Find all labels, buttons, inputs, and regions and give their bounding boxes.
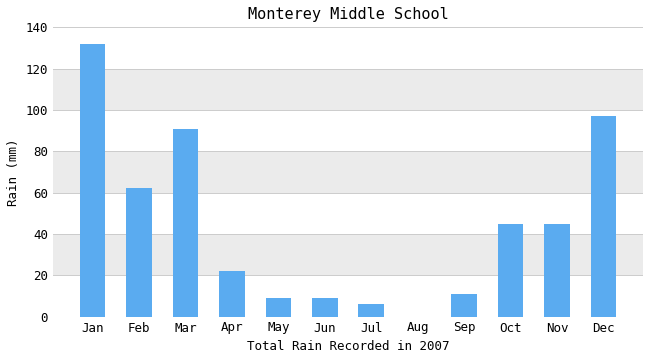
Bar bbox=[53, 69, 643, 110]
Bar bbox=[265, 298, 291, 317]
Bar bbox=[126, 189, 151, 317]
X-axis label: Total Rain Recorded in 2007: Total Rain Recorded in 2007 bbox=[247, 340, 449, 353]
Y-axis label: Rain (mm): Rain (mm) bbox=[7, 138, 20, 206]
Title: Monterey Middle School: Monterey Middle School bbox=[248, 7, 448, 22]
Bar bbox=[53, 27, 643, 69]
Bar bbox=[80, 44, 105, 317]
Bar bbox=[53, 193, 643, 234]
Bar bbox=[312, 298, 337, 317]
Bar bbox=[219, 271, 244, 317]
Bar bbox=[544, 224, 570, 317]
Bar bbox=[591, 116, 616, 317]
Bar bbox=[53, 234, 643, 275]
Bar bbox=[53, 110, 643, 151]
Bar bbox=[498, 224, 523, 317]
Bar bbox=[53, 151, 643, 193]
Bar bbox=[358, 304, 384, 317]
Bar bbox=[173, 129, 198, 317]
Bar bbox=[53, 275, 643, 317]
Bar bbox=[451, 294, 477, 317]
